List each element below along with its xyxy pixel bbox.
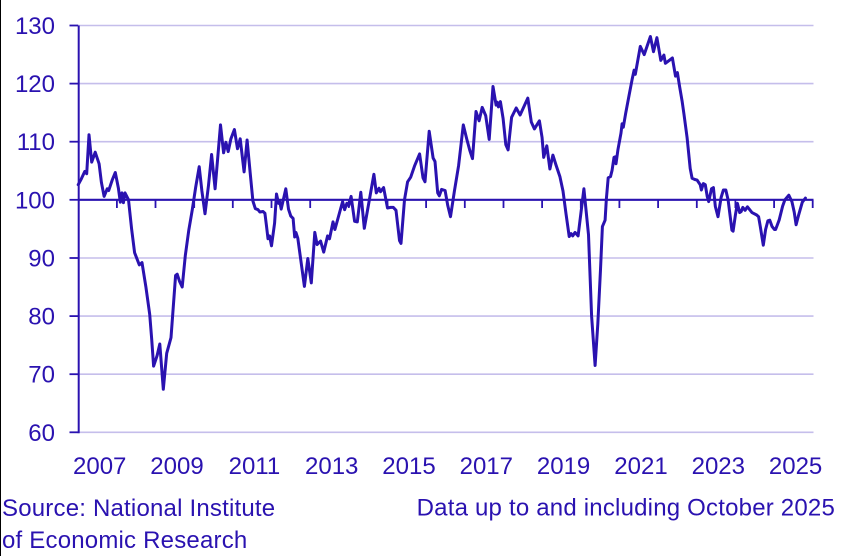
svg-text:100: 100 [15, 187, 55, 214]
svg-text:2017: 2017 [460, 453, 513, 480]
svg-text:2023: 2023 [692, 453, 745, 480]
svg-text:2015: 2015 [382, 453, 435, 480]
svg-text:120: 120 [15, 71, 55, 98]
svg-text:2011: 2011 [229, 453, 281, 480]
svg-text:Data up to and including Octob: Data up to and including October 2025 [417, 495, 835, 522]
svg-text:70: 70 [28, 362, 55, 389]
svg-text:60: 60 [28, 420, 55, 447]
svg-text:2021: 2021 [614, 453, 667, 480]
svg-text:130: 130 [15, 13, 55, 40]
svg-text:2007: 2007 [73, 453, 126, 480]
svg-text:110: 110 [17, 129, 55, 156]
svg-text:2013: 2013 [305, 453, 358, 480]
svg-text:80: 80 [28, 304, 55, 331]
svg-text:Source: National Institute: Source: National Institute [2, 495, 275, 522]
svg-text:of Economic Research: of Economic Research [2, 527, 247, 554]
svg-text:90: 90 [28, 246, 55, 273]
svg-text:2025: 2025 [769, 453, 822, 480]
svg-text:2009: 2009 [150, 453, 203, 480]
svg-text:2019: 2019 [537, 453, 590, 480]
